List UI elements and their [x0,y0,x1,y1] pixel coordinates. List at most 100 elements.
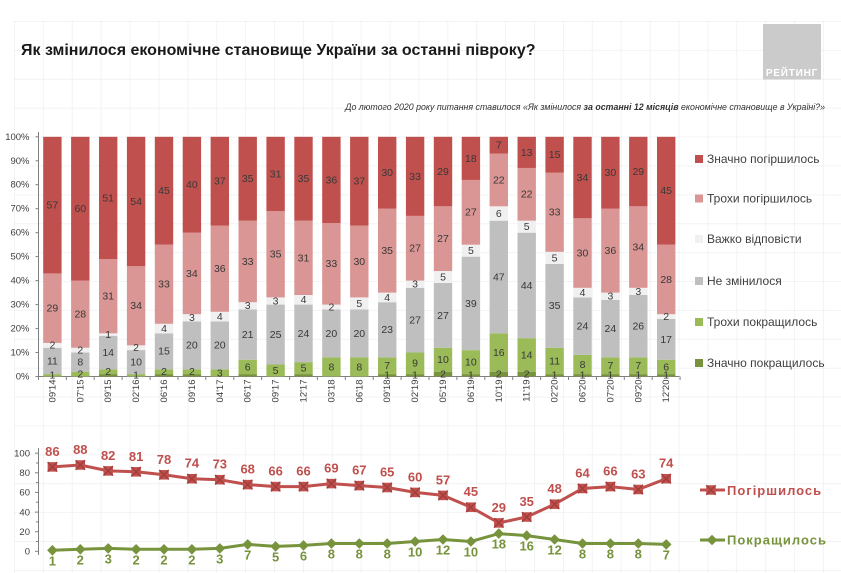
svg-text:14: 14 [102,347,114,359]
svg-text:06'16: 06'16 [159,380,170,403]
svg-text:2: 2 [77,345,83,357]
svg-text:15: 15 [158,346,170,358]
svg-text:16: 16 [493,347,505,359]
svg-text:5: 5 [440,271,446,283]
svg-text:6: 6 [663,361,669,373]
svg-text:21: 21 [242,329,254,341]
svg-text:05'19: 05'19 [438,380,449,403]
svg-text:8: 8 [356,361,362,373]
svg-text:3: 3 [217,367,223,379]
svg-text:20: 20 [326,328,338,340]
svg-text:1: 1 [384,370,390,382]
svg-text:37: 37 [353,176,365,188]
svg-text:6: 6 [245,361,251,373]
svg-text:33: 33 [242,256,254,268]
svg-text:68: 68 [240,462,254,477]
svg-text:11: 11 [47,355,58,367]
svg-text:57: 57 [47,200,59,212]
svg-text:86: 86 [45,444,59,459]
svg-text:25: 25 [270,329,282,341]
svg-text:44: 44 [521,280,533,292]
svg-text:28: 28 [74,309,86,321]
svg-text:64: 64 [575,466,590,481]
svg-text:4: 4 [217,311,223,323]
svg-text:09'16: 09'16 [187,380,198,403]
svg-text:5: 5 [468,245,474,257]
svg-text:7: 7 [663,547,670,562]
svg-text:22: 22 [493,174,505,186]
svg-text:2: 2 [49,340,55,352]
svg-text:24: 24 [577,321,589,333]
svg-text:Покращилось: Покращилось [727,533,827,548]
svg-text:39: 39 [465,298,477,310]
svg-text:60%: 60% [10,228,30,239]
svg-text:33: 33 [158,279,170,291]
svg-text:Значно погіршилось: Значно погіршилось [707,152,819,166]
svg-text:1: 1 [468,370,474,382]
svg-text:31: 31 [102,291,114,303]
svg-text:29: 29 [47,303,59,315]
svg-text:8: 8 [384,547,391,562]
svg-text:31: 31 [298,252,310,264]
svg-text:88: 88 [73,442,87,457]
svg-text:7: 7 [607,360,613,372]
svg-text:10: 10 [130,357,142,369]
svg-text:12: 12 [547,543,561,558]
svg-text:27: 27 [437,233,449,245]
svg-text:20%: 20% [10,324,30,335]
svg-text:74: 74 [185,456,200,471]
svg-text:2: 2 [77,369,83,381]
svg-text:12'20: 12'20 [661,380,672,403]
svg-text:36: 36 [605,245,617,257]
svg-text:36: 36 [214,263,226,275]
svg-text:03'18: 03'18 [326,380,337,403]
svg-text:Як змінилося економічне станов: Як змінилося економічне становище Україн… [21,42,535,59]
svg-text:35: 35 [381,245,393,257]
svg-text:30%: 30% [10,300,30,311]
svg-text:3: 3 [105,551,112,566]
svg-text:8: 8 [328,361,334,373]
svg-text:37: 37 [214,176,226,188]
svg-text:30: 30 [605,167,617,179]
svg-text:2: 2 [161,366,167,378]
svg-text:0%: 0% [16,372,30,383]
svg-text:34: 34 [632,241,644,253]
svg-text:До лютого 2020 року питання ст: До лютого 2020 року питання ставилося «Я… [344,102,825,112]
svg-text:2: 2 [188,552,195,567]
svg-text:15: 15 [549,149,561,161]
svg-text:67: 67 [352,463,366,478]
svg-text:1: 1 [607,370,613,382]
svg-text:50%: 50% [10,252,30,263]
svg-text:2: 2 [663,311,669,323]
svg-text:65: 65 [380,465,394,480]
svg-text:27: 27 [409,243,421,255]
svg-text:2: 2 [496,369,502,381]
svg-text:66: 66 [296,464,310,479]
svg-text:40: 40 [19,507,30,518]
svg-text:34: 34 [577,172,589,184]
svg-text:40: 40 [186,179,198,191]
svg-text:5: 5 [301,363,307,375]
svg-text:33: 33 [409,171,421,183]
svg-text:29: 29 [492,500,506,515]
svg-text:1: 1 [105,329,111,341]
svg-text:5: 5 [356,298,362,310]
svg-text:1: 1 [663,370,669,382]
svg-text:20: 20 [186,340,198,352]
svg-text:36: 36 [326,174,338,186]
svg-text:27: 27 [437,310,449,322]
svg-text:35: 35 [270,249,282,261]
svg-text:22: 22 [521,189,533,201]
svg-text:35: 35 [549,300,561,312]
svg-text:35: 35 [519,494,533,509]
svg-text:29: 29 [632,166,644,178]
svg-text:35: 35 [298,173,310,185]
svg-text:8: 8 [580,359,586,371]
svg-text:66: 66 [268,464,282,479]
svg-text:Погіршилось: Погіршилось [727,483,822,498]
svg-text:1: 1 [580,370,586,382]
svg-text:06'20: 06'20 [578,380,589,403]
svg-text:3: 3 [635,286,641,298]
svg-text:09'14: 09'14 [47,380,58,403]
svg-text:82: 82 [101,448,115,463]
